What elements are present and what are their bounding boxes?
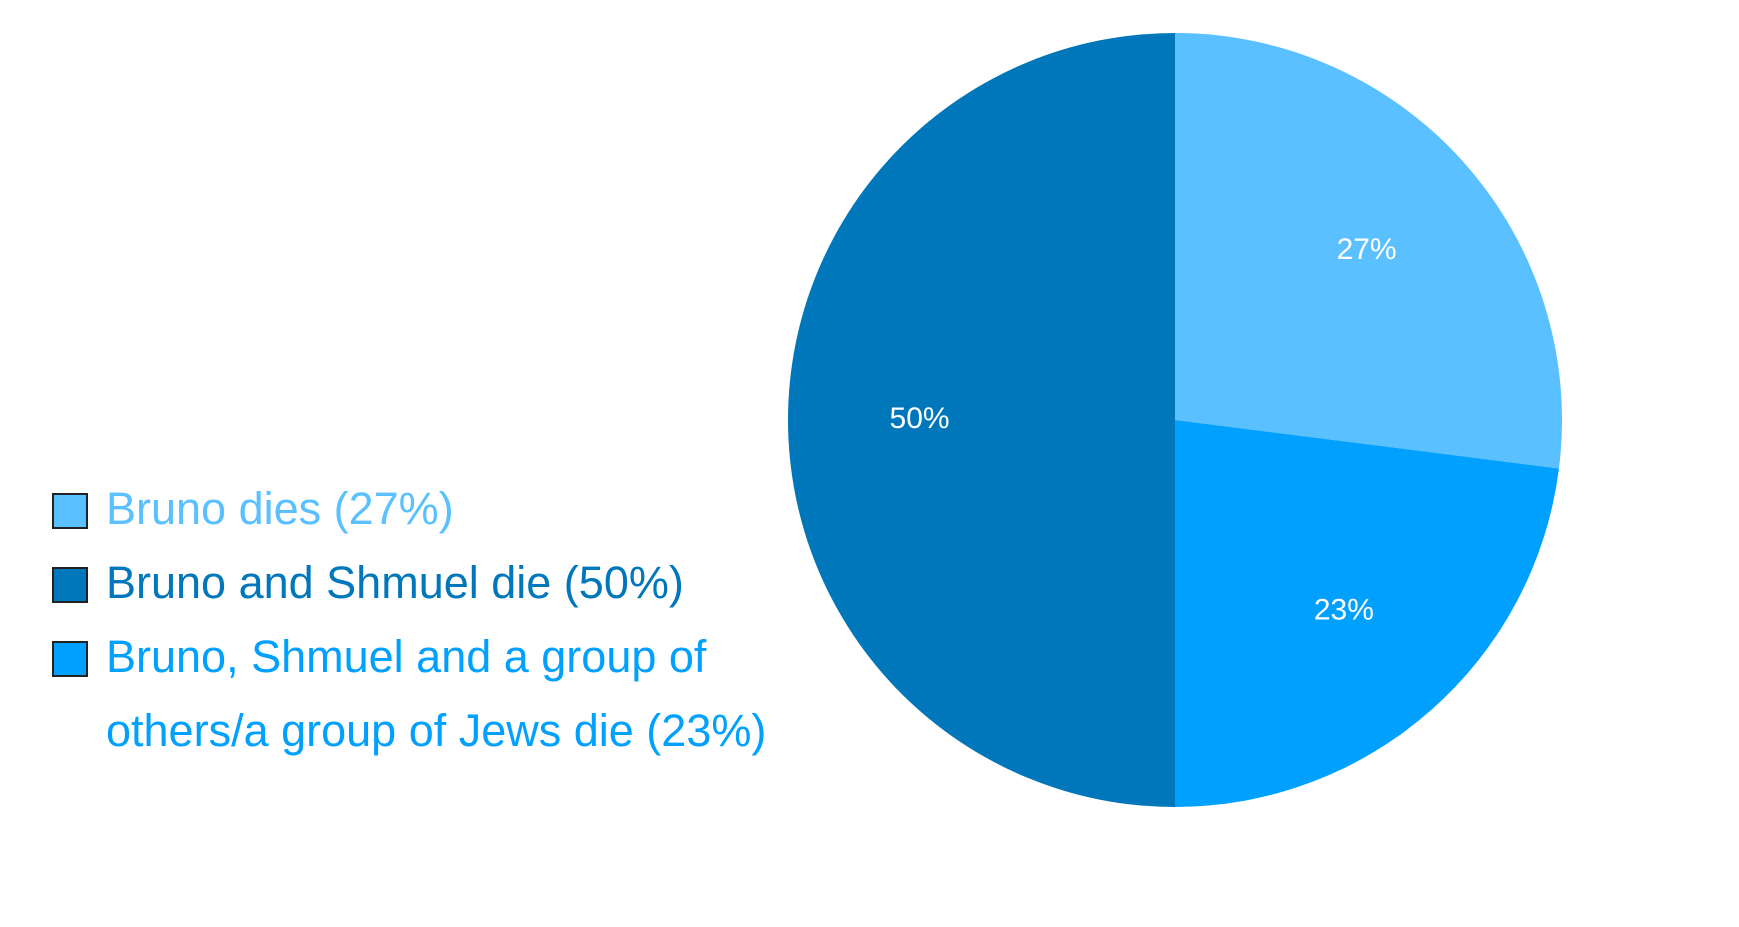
pie-slice (788, 33, 1175, 807)
slice-label: 23% (1314, 594, 1374, 627)
legend-swatch (52, 567, 88, 603)
legend-item: Bruno dies (27%) (52, 472, 852, 546)
pie-slice (1175, 420, 1559, 807)
slice-label: 27% (1337, 233, 1397, 266)
legend-swatch (52, 493, 88, 529)
legend-item: Bruno and Shmuel die (50%) (52, 546, 852, 620)
legend-label: Bruno dies (27%) (106, 483, 454, 534)
legend-swatch (52, 641, 88, 677)
legend: Bruno dies (27%) Bruno and Shmuel die (50… (52, 472, 852, 768)
legend-label: Bruno, Shmuel and a group of others/a gr… (106, 631, 767, 756)
legend-item: Bruno, Shmuel and a group of others/a gr… (52, 620, 852, 768)
slice-label: 50% (890, 402, 950, 435)
pie-slice (1175, 33, 1562, 469)
legend-label: Bruno and Shmuel die (50%) (106, 557, 684, 608)
